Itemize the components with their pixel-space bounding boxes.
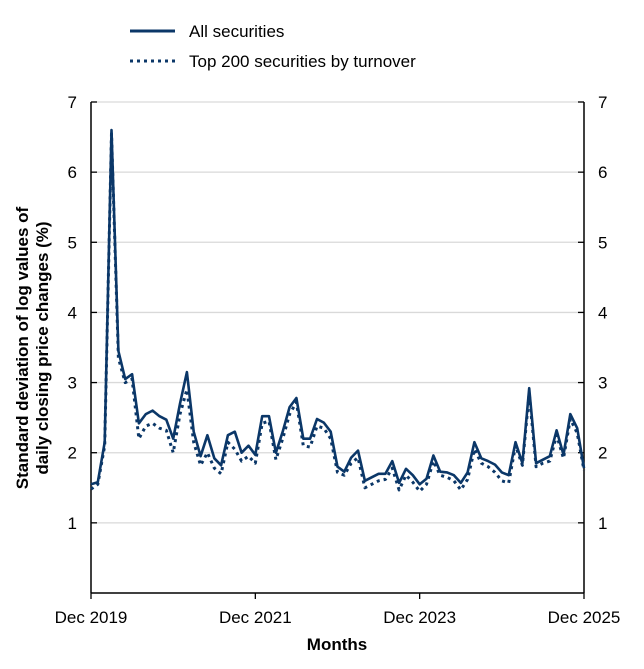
y-tick-label-right: 1 [598, 514, 607, 533]
y-tick-label-left: 3 [68, 374, 77, 393]
x-tick-label: Dec 2025 [548, 608, 621, 627]
y-tick-label-right: 5 [598, 233, 607, 252]
y-tick-label-left: 7 [68, 93, 77, 112]
series-line-all-securities [90, 128, 586, 486]
y-axis-label-line-2: daily closing price changes (%) [33, 221, 52, 474]
y-tick-label-left: 2 [68, 444, 77, 463]
y-tick-label-right: 3 [598, 374, 607, 393]
y-axis-label-line-1: Standard deviation of log values of [13, 206, 32, 489]
legend: All securities Top 200 securities by tur… [130, 22, 416, 71]
y-tick-label-right: 4 [598, 303, 607, 322]
x-tick-label: Dec 2023 [383, 608, 456, 627]
x-tick-label: Dec 2021 [219, 608, 292, 627]
y-tick-label-right: 6 [598, 163, 607, 182]
y-axis-label: Standard deviation of log values of dail… [13, 206, 52, 489]
y-tick-label-left: 4 [68, 303, 77, 322]
y-tick-label-right: 7 [598, 93, 607, 112]
x-axis-label: Months [307, 635, 367, 654]
gridlines [91, 101, 584, 524]
series-lines [90, 128, 586, 493]
y-tick-label-left: 1 [68, 514, 77, 533]
legend-label-all-securities: All securities [189, 22, 284, 41]
legend-label-top-200: Top 200 securities by turnover [189, 52, 416, 71]
axes: 1 1 2 2 3 3 4 4 5 5 6 6 7 7 Dec 2019 Dec 2021 Dec 2023 De… [55, 93, 621, 627]
y-tick-label-left: 5 [68, 233, 77, 252]
series-line-top-200-securities-by-turnover [90, 132, 586, 493]
y-tick-label-right: 2 [598, 444, 607, 463]
x-tick-label: Dec 2019 [55, 608, 128, 627]
y-tick-label-left: 6 [68, 163, 77, 182]
